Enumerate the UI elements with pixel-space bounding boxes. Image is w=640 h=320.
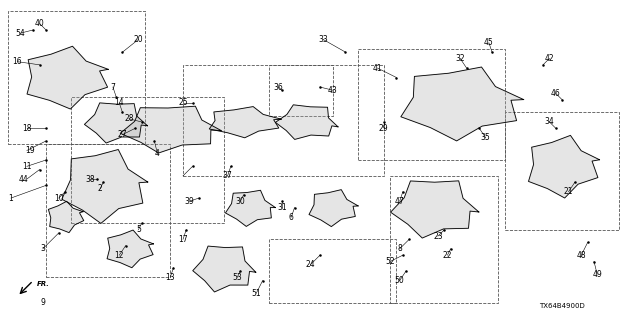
Text: 36: 36 (274, 83, 284, 92)
Text: 48: 48 (577, 251, 586, 260)
Polygon shape (49, 201, 84, 233)
Text: 12: 12 (115, 251, 124, 260)
Text: 29: 29 (379, 124, 388, 133)
Text: 3: 3 (40, 244, 45, 253)
Text: 20: 20 (134, 35, 143, 44)
Text: 37: 37 (223, 172, 232, 180)
Text: 8: 8 (397, 244, 402, 253)
Text: 42: 42 (545, 54, 554, 63)
Polygon shape (120, 106, 221, 153)
Polygon shape (529, 135, 600, 198)
Text: 41: 41 (372, 63, 382, 73)
Text: 4: 4 (155, 149, 160, 158)
Text: 2: 2 (98, 184, 102, 193)
Text: 35: 35 (481, 133, 490, 142)
Text: 51: 51 (252, 289, 261, 298)
Text: 21: 21 (564, 187, 573, 196)
Polygon shape (275, 105, 338, 140)
Text: 19: 19 (25, 146, 35, 155)
Polygon shape (27, 46, 108, 109)
Polygon shape (401, 67, 524, 141)
Text: 31: 31 (277, 203, 287, 212)
Text: 24: 24 (306, 260, 316, 269)
Text: TX64B4900D: TX64B4900D (540, 303, 585, 309)
Polygon shape (62, 149, 148, 223)
Polygon shape (84, 103, 147, 143)
Text: 50: 50 (395, 276, 404, 285)
Polygon shape (225, 190, 275, 227)
Text: 25: 25 (178, 99, 188, 108)
Text: 45: 45 (484, 38, 493, 47)
Text: 10: 10 (54, 194, 63, 203)
Text: FR.: FR. (36, 281, 49, 287)
Text: 43: 43 (328, 86, 338, 95)
Text: 11: 11 (22, 162, 31, 171)
Text: 39: 39 (184, 197, 195, 206)
Text: 14: 14 (115, 99, 124, 108)
Text: 47: 47 (395, 197, 404, 206)
Text: 52: 52 (385, 257, 395, 266)
Text: 28: 28 (124, 114, 134, 123)
Text: 32: 32 (456, 54, 465, 63)
Text: 1: 1 (8, 194, 13, 203)
Text: 38: 38 (86, 174, 95, 184)
Text: 23: 23 (433, 232, 443, 241)
Text: 34: 34 (545, 117, 554, 126)
Text: 7: 7 (111, 83, 115, 92)
Polygon shape (193, 246, 256, 292)
Text: 16: 16 (13, 57, 22, 66)
Polygon shape (390, 181, 479, 238)
Text: 30: 30 (236, 197, 245, 206)
Text: 40: 40 (35, 19, 45, 28)
Polygon shape (209, 107, 281, 138)
Text: 49: 49 (592, 270, 602, 279)
Polygon shape (107, 230, 154, 268)
Text: 54: 54 (15, 28, 26, 38)
Text: 13: 13 (166, 273, 175, 282)
Text: 6: 6 (289, 212, 294, 222)
Polygon shape (309, 190, 358, 227)
Text: 5: 5 (136, 225, 141, 234)
Text: 22: 22 (443, 251, 452, 260)
Text: 44: 44 (19, 174, 29, 184)
Text: 27: 27 (118, 130, 127, 139)
Text: 9: 9 (40, 298, 45, 307)
Text: 46: 46 (551, 89, 561, 98)
Text: 17: 17 (178, 235, 188, 244)
Text: 53: 53 (232, 273, 242, 282)
Text: 18: 18 (22, 124, 31, 133)
Text: 33: 33 (318, 35, 328, 44)
